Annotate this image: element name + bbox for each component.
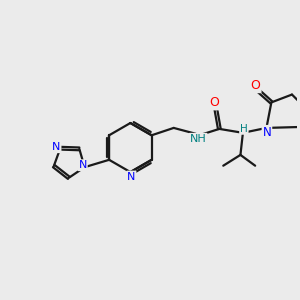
Text: O: O xyxy=(209,96,219,110)
Text: NH: NH xyxy=(190,134,207,144)
Text: N: N xyxy=(262,126,271,139)
Text: H: H xyxy=(240,124,248,134)
Text: O: O xyxy=(251,79,261,92)
Text: N: N xyxy=(78,160,87,170)
Text: N: N xyxy=(127,172,136,182)
Text: N: N xyxy=(52,142,61,152)
